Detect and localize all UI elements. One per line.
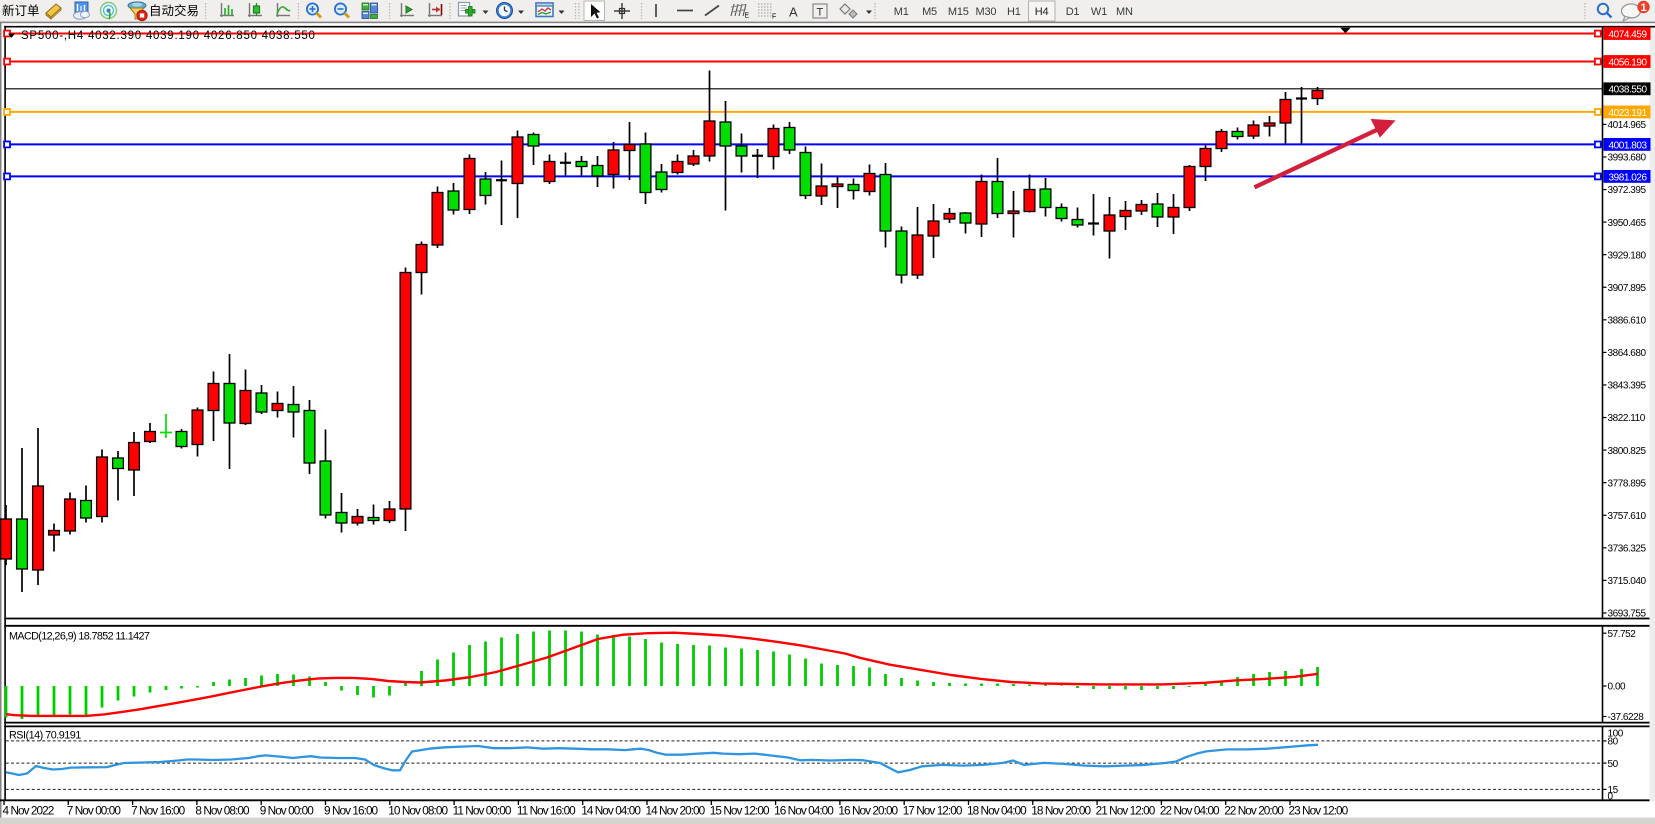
svg-text:9 Nov 16:00: 9 Nov 16:00: [324, 803, 379, 817]
svg-text:A: A: [789, 5, 798, 20]
svg-text:15: 15: [1608, 785, 1619, 796]
svg-text:22 Nov 20:00: 22 Nov 20:00: [1224, 803, 1284, 817]
svg-text:100: 100: [1608, 728, 1624, 739]
svg-text:M30: M30: [976, 6, 997, 18]
svg-text:80: 80: [1608, 737, 1619, 748]
svg-text:57.752: 57.752: [1608, 629, 1637, 640]
svg-text:3993.680: 3993.680: [1608, 153, 1647, 164]
svg-text:11 Nov 16:00: 11 Nov 16:00: [517, 803, 576, 817]
svg-text:3822.110: 3822.110: [1608, 413, 1646, 424]
svg-text:3972.395: 3972.395: [1608, 185, 1647, 196]
svg-text:16 Nov 20:00: 16 Nov 20:00: [838, 803, 898, 817]
svg-text:3800.825: 3800.825: [1608, 446, 1647, 457]
svg-text:0: 0: [1608, 792, 1614, 803]
svg-text:18 Nov 20:00: 18 Nov 20:00: [1031, 803, 1091, 817]
svg-text:3981.026: 3981.026: [1609, 172, 1648, 183]
svg-text:14 Nov 04:00: 14 Nov 04:00: [581, 803, 641, 817]
svg-text:7 Nov 16:00: 7 Nov 16:00: [131, 803, 186, 817]
svg-text:4038.550: 4038.550: [1609, 85, 1648, 96]
svg-text:23 Nov 12:00: 23 Nov 12:00: [1289, 803, 1349, 817]
svg-text:22 Nov 04:00: 22 Nov 04:00: [1160, 803, 1220, 817]
svg-text:3907.895: 3907.895: [1608, 283, 1647, 294]
svg-text:9 Nov 00:00: 9 Nov 00:00: [260, 803, 315, 817]
svg-text:17 Nov 12:00: 17 Nov 12:00: [903, 803, 963, 817]
svg-text:8 Nov 08:00: 8 Nov 08:00: [195, 803, 250, 817]
svg-text:4023.191: 4023.191: [1609, 108, 1648, 119]
svg-text:14 Nov 20:00: 14 Nov 20:00: [646, 803, 706, 817]
svg-text:E: E: [745, 13, 750, 20]
svg-text:11 Nov 00:00: 11 Nov 00:00: [453, 803, 512, 817]
svg-text:M1: M1: [894, 6, 909, 18]
svg-text:3950.465: 3950.465: [1608, 218, 1647, 229]
svg-text:F: F: [772, 14, 776, 21]
svg-text:新订单: 新订单: [2, 3, 40, 18]
svg-text:M5: M5: [922, 6, 937, 18]
svg-text:7 Nov 00:00: 7 Nov 00:00: [67, 803, 122, 817]
svg-text:15 Nov 12:00: 15 Nov 12:00: [710, 803, 770, 817]
svg-text:4056.190: 4056.190: [1609, 57, 1648, 68]
svg-text:4 Nov 2022: 4 Nov 2022: [3, 803, 54, 817]
svg-text:4001.803: 4001.803: [1609, 140, 1648, 151]
svg-text:自动交易: 自动交易: [149, 3, 199, 18]
svg-text:50: 50: [1608, 759, 1619, 770]
svg-text:21 Nov 12:00: 21 Nov 12:00: [1096, 803, 1156, 817]
svg-text:W1: W1: [1091, 6, 1107, 18]
svg-text:MACD(12,26,9) 18.7852 11.1427: MACD(12,26,9) 18.7852 11.1427: [9, 630, 150, 642]
svg-text:M15: M15: [948, 6, 969, 18]
svg-text:H1: H1: [1007, 6, 1021, 18]
svg-text:3736.325: 3736.325: [1608, 544, 1647, 555]
svg-text:SP500-,H4 4032.390 4039.190 4: SP500-,H4 4032.390 4039.190 4026.850 403…: [21, 30, 316, 42]
svg-text:RSI(14) 70.9191: RSI(14) 70.9191: [9, 730, 81, 742]
svg-text:18 Nov 04:00: 18 Nov 04:00: [967, 803, 1027, 817]
svg-text:3715.040: 3715.040: [1608, 576, 1647, 587]
svg-text:3778.895: 3778.895: [1608, 478, 1647, 489]
svg-text:3929.180: 3929.180: [1608, 250, 1647, 261]
svg-text:0.00: 0.00: [1608, 682, 1627, 693]
svg-text:1: 1: [1640, 2, 1646, 14]
svg-text:3864.680: 3864.680: [1608, 348, 1647, 359]
svg-text:H4: H4: [1035, 6, 1049, 18]
svg-text:10 Nov 08:00: 10 Nov 08:00: [388, 803, 448, 817]
svg-text:3757.610: 3757.610: [1608, 511, 1647, 522]
svg-text:16 Nov 04:00: 16 Nov 04:00: [774, 803, 834, 817]
svg-text:3693.755: 3693.755: [1608, 609, 1647, 620]
svg-text:D1: D1: [1066, 6, 1080, 18]
svg-text:3886.610: 3886.610: [1608, 316, 1647, 327]
svg-text:4074.459: 4074.459: [1609, 29, 1648, 40]
svg-text:-37.6228: -37.6228: [1608, 712, 1645, 723]
svg-text:T: T: [817, 7, 824, 19]
svg-text:4014.965: 4014.965: [1608, 120, 1647, 131]
svg-text:3843.395: 3843.395: [1608, 381, 1647, 392]
svg-text:MN: MN: [1116, 6, 1133, 18]
